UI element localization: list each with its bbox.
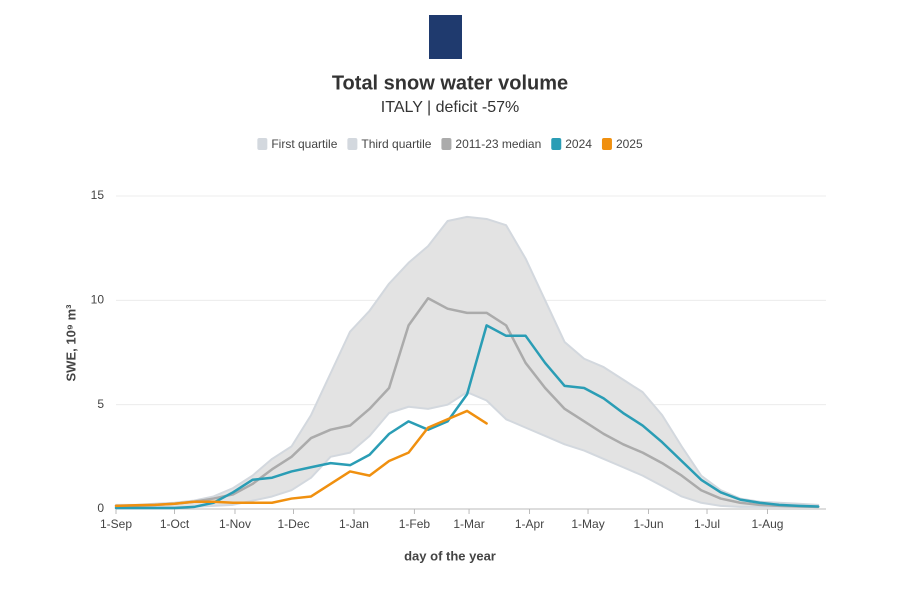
chart-title: Total snow water volume <box>332 72 568 94</box>
legend-swatch <box>257 138 268 150</box>
legend-label: Third quartile <box>361 137 431 151</box>
legend-swatch <box>441 138 452 150</box>
legend-label: 2025 <box>616 137 643 151</box>
series-line <box>114 409 488 508</box>
y-axis-label: SWE, 10⁹ m³ <box>63 304 78 382</box>
legend-label: 2011-23 median <box>455 137 541 151</box>
y-tick-label: 0 <box>97 501 104 515</box>
x-tick-label: 1-Dec <box>277 517 309 531</box>
x-tick-label: 1-Jun <box>633 517 663 531</box>
legend-swatch <box>347 138 358 150</box>
legend-swatch <box>601 138 612 150</box>
x-tick-label: 1-Jan <box>339 517 369 531</box>
legend: First quartile Third quartile 2011-23 medi… <box>257 137 643 151</box>
x-tick-label: 1-Nov <box>219 517 251 531</box>
x-tick-label: 1-Apr <box>515 517 544 531</box>
y-tick-label: 5 <box>97 397 104 411</box>
logo <box>429 15 462 59</box>
legend-swatch <box>551 138 562 150</box>
y-tick-label: 10 <box>91 293 105 307</box>
x-tick-label: 1-Oct <box>160 517 190 531</box>
x-tick-label: 1-Feb <box>399 517 431 531</box>
x-tick-label: 1-Mar <box>453 517 484 531</box>
x-axis-label: day of the year <box>404 548 496 563</box>
x-tick-label: 1-Jul <box>694 517 720 531</box>
series-line <box>114 324 820 510</box>
x-tick-label: 1-Aug <box>751 517 783 531</box>
y-tick-label: 15 <box>91 188 105 202</box>
x-tick-label: 1-May <box>571 517 604 531</box>
legend-label: First quartile <box>271 137 337 151</box>
series-line <box>114 296 820 509</box>
chart-subtitle: ITALY | deficit -57% <box>381 99 519 116</box>
quartile-line <box>115 215 820 506</box>
quartile-band <box>116 216 819 507</box>
legend-label: 2024 <box>565 137 592 151</box>
x-tick-label: 1-Sep <box>100 517 132 531</box>
